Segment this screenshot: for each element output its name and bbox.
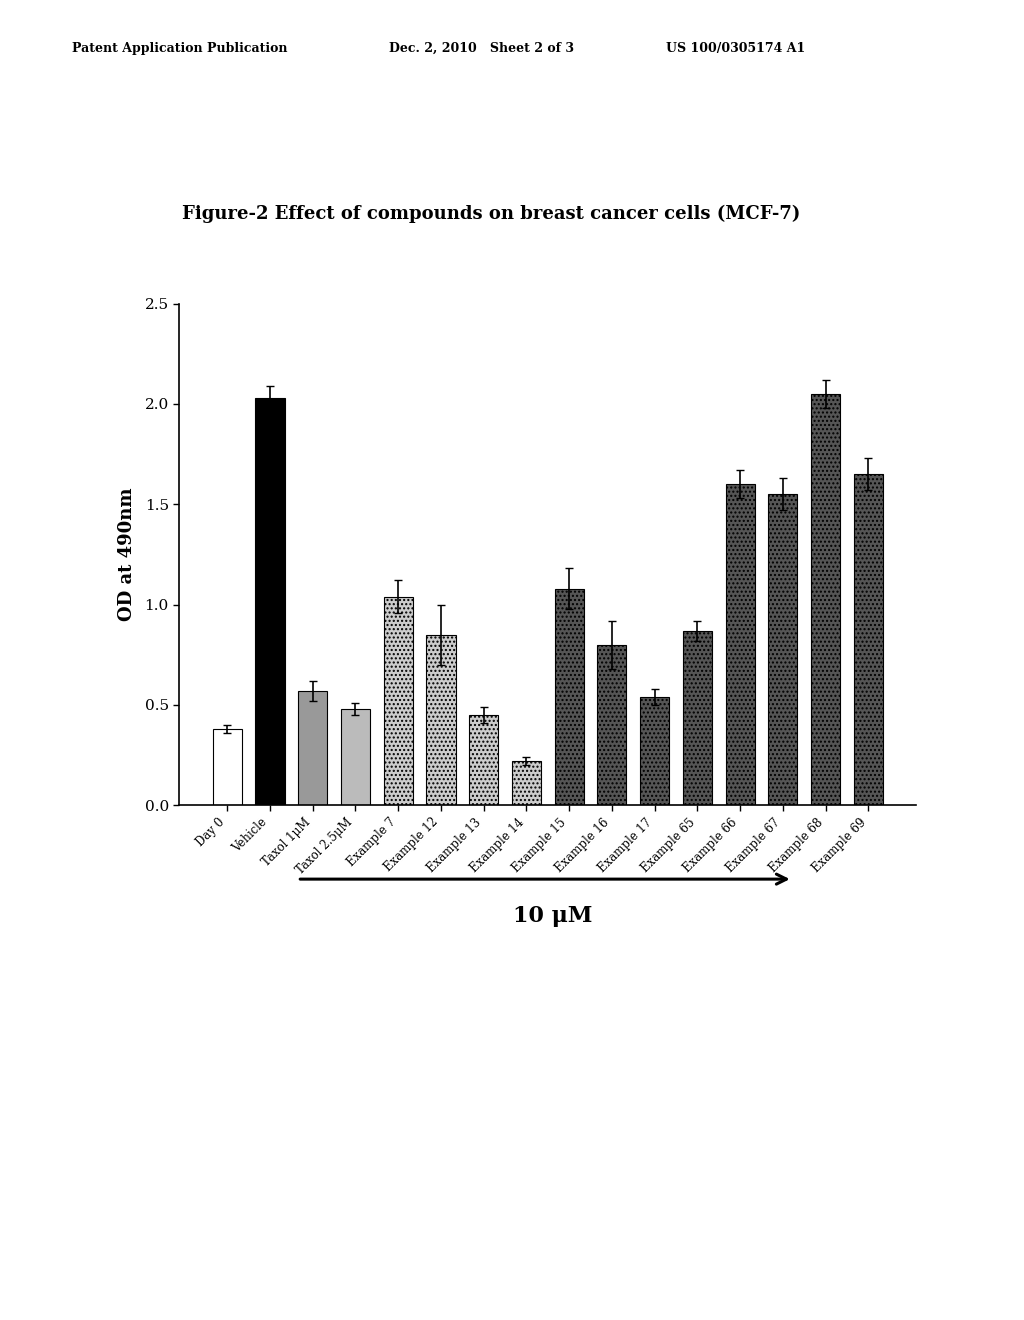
Bar [298,690,328,805]
Bar [597,644,627,805]
Bar [384,597,413,805]
Bar [512,762,541,805]
Bar [213,729,242,805]
Bar [854,474,883,805]
Bar [768,494,798,805]
Text: Figure-2 Effect of compounds on breast cancer cells (MCF-7): Figure-2 Effect of compounds on breast c… [182,205,801,223]
Bar [811,393,841,805]
Bar [255,397,285,805]
Text: US 100/0305174 A1: US 100/0305174 A1 [666,42,805,55]
Text: Dec. 2, 2010   Sheet 2 of 3: Dec. 2, 2010 Sheet 2 of 3 [389,42,574,55]
Bar [426,635,456,805]
Bar [469,715,499,805]
Bar [726,484,755,805]
Bar [640,697,670,805]
Y-axis label: OD at 490nm: OD at 490nm [118,487,136,622]
Text: Patent Application Publication: Patent Application Publication [72,42,287,55]
Bar [683,631,712,805]
Text: 10 μM: 10 μM [513,904,593,927]
Bar [341,709,370,805]
Bar [555,589,584,805]
